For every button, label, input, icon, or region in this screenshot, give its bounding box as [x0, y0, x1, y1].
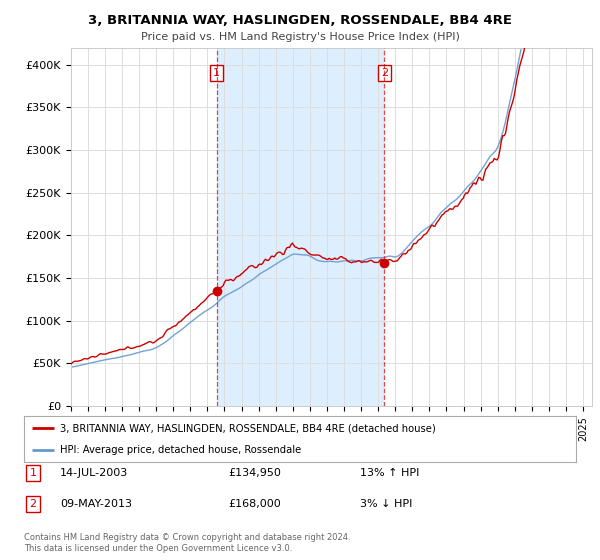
- Text: 14-JUL-2003: 14-JUL-2003: [60, 468, 128, 478]
- Text: 09-MAY-2013: 09-MAY-2013: [60, 499, 132, 509]
- Text: 3, BRITANNIA WAY, HASLINGDEN, ROSSENDALE, BB4 4RE (detached house): 3, BRITANNIA WAY, HASLINGDEN, ROSSENDALE…: [60, 423, 436, 433]
- Text: 1: 1: [213, 68, 220, 78]
- Text: HPI: Average price, detached house, Rossendale: HPI: Average price, detached house, Ross…: [60, 445, 301, 455]
- Text: 2: 2: [381, 68, 388, 78]
- Text: 2: 2: [29, 499, 37, 509]
- Text: 3% ↓ HPI: 3% ↓ HPI: [360, 499, 412, 509]
- Text: Contains HM Land Registry data © Crown copyright and database right 2024.
This d: Contains HM Land Registry data © Crown c…: [24, 533, 350, 553]
- Text: £134,950: £134,950: [228, 468, 281, 478]
- Text: 13% ↑ HPI: 13% ↑ HPI: [360, 468, 419, 478]
- Text: 1: 1: [29, 468, 37, 478]
- Text: £168,000: £168,000: [228, 499, 281, 509]
- Bar: [217, 48, 385, 406]
- Text: 3, BRITANNIA WAY, HASLINGDEN, ROSSENDALE, BB4 4RE: 3, BRITANNIA WAY, HASLINGDEN, ROSSENDALE…: [88, 14, 512, 27]
- Text: Price paid vs. HM Land Registry's House Price Index (HPI): Price paid vs. HM Land Registry's House …: [140, 32, 460, 43]
